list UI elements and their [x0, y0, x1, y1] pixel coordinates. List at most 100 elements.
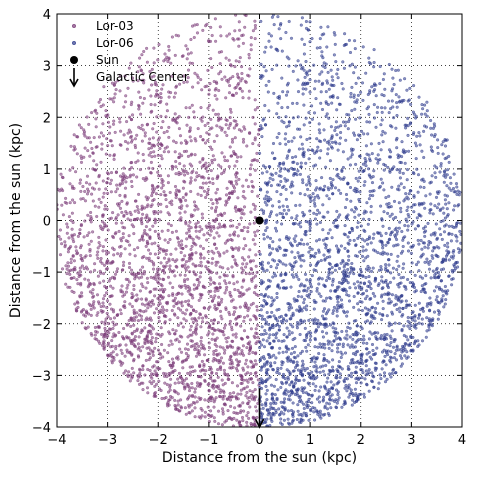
- lor-03-point: [92, 282, 95, 285]
- lor-03-point: [171, 292, 174, 295]
- lor-06-point: [432, 232, 435, 235]
- lor-03-point: [171, 271, 174, 274]
- lor-03-point: [241, 271, 244, 274]
- lor-03-point: [189, 182, 192, 185]
- lor-06-point: [356, 361, 359, 364]
- lor-03-point: [200, 261, 203, 264]
- lor-06-point: [366, 373, 369, 376]
- lor-06-point: [403, 285, 406, 288]
- lor-06-point: [429, 212, 432, 215]
- lor-03-point: [187, 116, 190, 119]
- lor-03-point: [110, 217, 113, 220]
- lor-06-point: [317, 352, 320, 355]
- lor-06-point: [269, 177, 272, 180]
- lor-03-point: [223, 280, 226, 283]
- lor-03-point: [118, 331, 121, 334]
- lor-06-point: [344, 352, 347, 355]
- lor-06-point: [305, 233, 308, 236]
- lor-06-point: [275, 230, 278, 233]
- lor-03-point: [100, 132, 103, 135]
- lor-06-point: [362, 99, 365, 102]
- lor-06-point: [347, 127, 350, 130]
- lor-06-point: [385, 363, 388, 366]
- lor-06-point: [395, 146, 398, 149]
- lor-06-point: [412, 84, 415, 87]
- lor-03-point: [158, 251, 161, 254]
- lor-06-point: [362, 218, 365, 221]
- lor-06-point: [440, 143, 443, 146]
- lor-06-point: [439, 233, 442, 236]
- lor-03-point: [101, 220, 104, 223]
- lor-03-point: [128, 234, 131, 237]
- lor-03-point: [250, 36, 253, 39]
- lor-03-point: [247, 185, 250, 188]
- lor-06-point: [437, 152, 440, 155]
- lor-03-point: [88, 136, 91, 139]
- lor-03-point: [190, 236, 193, 239]
- lor-03-point: [166, 351, 169, 354]
- lor-06-point: [279, 418, 282, 421]
- lor-03-point: [150, 146, 153, 149]
- lor-06-point: [308, 121, 311, 124]
- lor-03-point: [201, 29, 204, 32]
- lor-06-point: [438, 227, 441, 230]
- lor-06-point: [400, 295, 403, 298]
- lor-03-point: [239, 405, 242, 408]
- lor-03-point: [256, 324, 259, 327]
- lor-06-point: [283, 419, 286, 422]
- lor-03-point: [152, 268, 155, 271]
- lor-03-point: [150, 301, 153, 304]
- lor-06-point: [300, 259, 303, 262]
- lor-03-point: [230, 367, 233, 370]
- lor-06-point: [320, 26, 323, 29]
- lor-03-point: [254, 37, 257, 40]
- lor-03-point: [242, 410, 245, 413]
- lor-06-point: [403, 325, 406, 328]
- lor-06-point: [291, 347, 294, 350]
- lor-03-point: [114, 131, 117, 134]
- lor-03-point: [165, 309, 168, 312]
- lor-06-point: [277, 15, 280, 18]
- lor-03-point: [207, 269, 210, 272]
- lor-03-point: [165, 115, 168, 118]
- lor-03-point: [180, 405, 183, 408]
- lor-06-point: [389, 302, 392, 305]
- lor-06-point: [281, 423, 284, 426]
- lor-03-point: [106, 192, 109, 195]
- lor-03-point: [125, 278, 128, 281]
- lor-06-point: [272, 178, 275, 181]
- lor-03-point: [126, 176, 129, 179]
- lor-03-point: [177, 324, 180, 327]
- lor-06-point: [341, 406, 344, 409]
- lor-03-point: [241, 402, 244, 405]
- lor-03-point: [242, 96, 245, 99]
- lor-03-point: [96, 254, 99, 257]
- lor-03-point: [140, 298, 143, 301]
- lor-06-point: [279, 386, 282, 389]
- lor-06-point: [307, 319, 310, 322]
- lor-03-point: [170, 340, 173, 343]
- lor-03-point: [137, 354, 140, 357]
- lor-06-point: [439, 171, 442, 174]
- lor-06-point: [426, 115, 429, 118]
- lor-06-point: [349, 200, 352, 203]
- lor-06-point: [285, 115, 288, 118]
- lor-06-point: [424, 194, 427, 197]
- lor-06-point: [425, 316, 428, 319]
- lor-06-point: [263, 345, 266, 348]
- lor-06-point: [364, 378, 367, 381]
- lor-03-point: [236, 353, 239, 356]
- lor-03-point: [203, 190, 206, 193]
- lor-03-point: [196, 349, 199, 352]
- lor-06-point: [427, 222, 430, 225]
- lor-06-point: [413, 342, 416, 345]
- lor-03-point: [199, 271, 202, 274]
- lor-06-point: [271, 68, 274, 71]
- lor-03-point: [102, 196, 105, 199]
- lor-03-point: [235, 92, 238, 95]
- lor-06-point: [389, 361, 392, 364]
- lor-06-point: [347, 259, 350, 262]
- lor-03-point: [233, 288, 236, 291]
- lor-03-point: [197, 345, 200, 348]
